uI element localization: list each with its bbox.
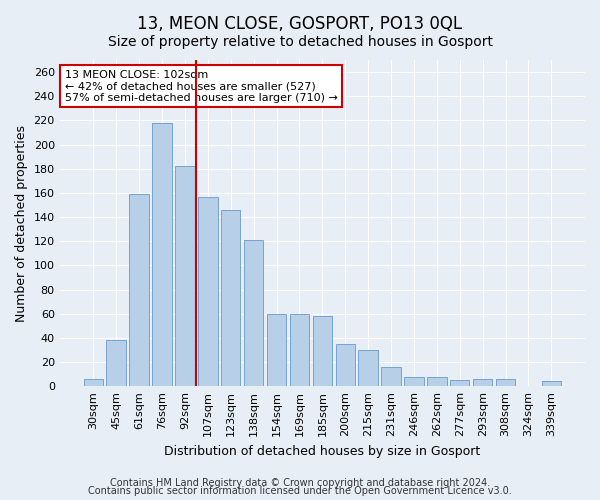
Text: Contains public sector information licensed under the Open Government Licence v3: Contains public sector information licen… [88,486,512,496]
Bar [83,379,103,386]
Bar [358,350,378,386]
Text: 13 MEON CLOSE: 102sqm
← 42% of detached houses are smaller (527)
57% of semi-det: 13 MEON CLOSE: 102sqm ← 42% of detached … [65,70,338,103]
Text: Contains HM Land Registry data © Crown copyright and database right 2024.: Contains HM Land Registry data © Crown c… [110,478,490,488]
Bar [496,379,515,386]
Bar [130,194,149,386]
Bar [244,240,263,386]
Text: Size of property relative to detached houses in Gosport: Size of property relative to detached ho… [107,35,493,49]
Text: 13, MEON CLOSE, GOSPORT, PO13 0QL: 13, MEON CLOSE, GOSPORT, PO13 0QL [137,15,463,33]
Bar [198,196,218,386]
Y-axis label: Number of detached properties: Number of detached properties [15,124,28,322]
Bar [221,210,241,386]
Bar [382,367,401,386]
Bar [175,166,194,386]
Bar [473,379,493,386]
Bar [404,376,424,386]
Bar [450,380,469,386]
Bar [106,340,126,386]
X-axis label: Distribution of detached houses by size in Gosport: Distribution of detached houses by size … [164,444,481,458]
Bar [152,123,172,386]
Bar [313,316,332,386]
Bar [290,314,309,386]
Bar [427,376,446,386]
Bar [335,344,355,386]
Bar [267,314,286,386]
Bar [542,382,561,386]
